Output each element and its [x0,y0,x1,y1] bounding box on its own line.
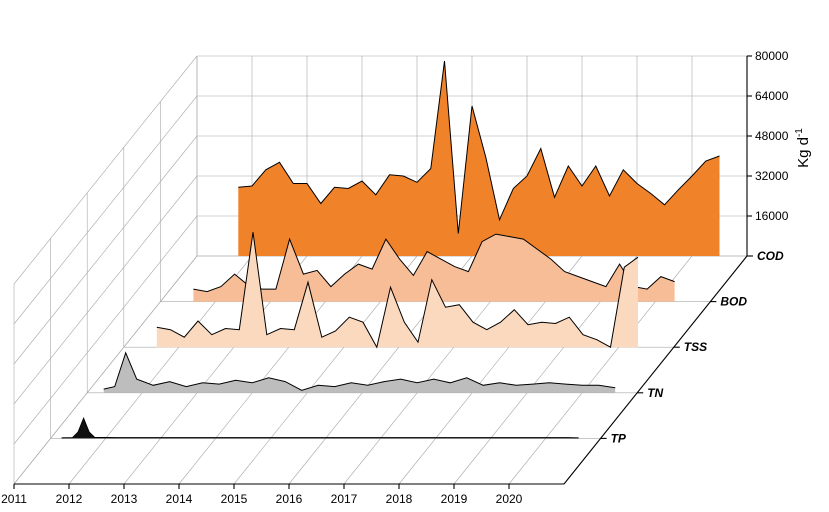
x-tick-label: 2017 [331,492,358,506]
gridline-side-y [13,135,198,365]
series-line-tss [156,232,639,349]
gridline-side-y [13,55,198,285]
y-tick-label: 32000 [755,169,789,183]
x-tick-label: 2011 [1,492,27,506]
x-tick-label: 2015 [221,492,248,506]
series-line-tn [103,351,616,391]
series-line-cod [238,60,720,234]
x-tick-label: 2018 [386,492,413,506]
series-area-tn [103,352,616,393]
y-tick-label: 48000 [755,129,789,143]
z-category-label-tss: TSS [684,340,707,354]
series-area-cod [238,61,720,256]
x-tick-label: 2014 [166,492,193,506]
z-category-label-bod: BOD [720,295,747,309]
series-area-tp [61,418,579,439]
gridline-side-y [13,175,198,405]
series-line-tp [61,417,579,439]
x-tick-label: 2012 [56,492,83,506]
y-tick-label: 80000 [755,49,789,63]
z-axis-line [563,255,748,485]
x-tick-label: 2013 [111,492,138,506]
label-layer: 2011 2012 2013 2014 2015 2016 2017 2018 2019 2020… [1,49,789,506]
x-tick-label: 2020 [496,492,523,506]
series-area-bod [193,234,675,302]
gridline-side-y [13,215,198,445]
x-tick-label: 2016 [276,492,303,506]
x-tick-label: 2019 [441,492,468,506]
y-tick-label: 16000 [755,209,789,223]
y-axis-label: Kg d-1 [794,128,812,168]
series-line-bod [193,233,675,293]
y-tick-label: 64000 [755,89,789,103]
series-area-tss [156,232,639,348]
gridline-floor-x [13,255,198,485]
z-category-label-tn: TN [647,386,663,400]
z-category-label-tp: TP [611,431,627,445]
gridline-side-y [13,95,198,325]
z-category-label-cod: COD [757,249,784,263]
series-layer [61,60,720,439]
axis-layer [13,55,753,489]
